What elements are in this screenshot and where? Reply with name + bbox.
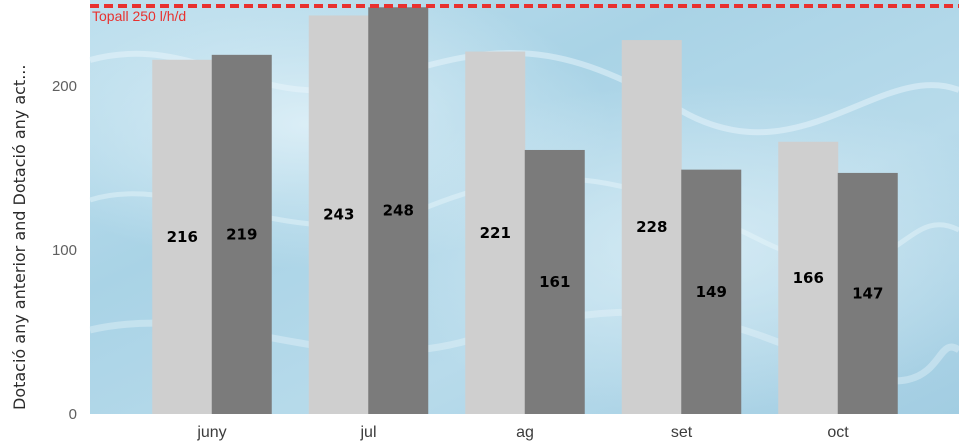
y-tick-label: 0 xyxy=(69,406,77,423)
bar xyxy=(524,149,585,414)
bar xyxy=(211,54,272,415)
data-label: 161 xyxy=(539,273,570,291)
data-label: 149 xyxy=(696,283,727,301)
data-label: 166 xyxy=(793,269,824,287)
bar xyxy=(465,51,526,415)
x-axis: juny jul ag set oct xyxy=(196,424,849,441)
y-axis-title: Dotació any anterior and Dotació any act… xyxy=(10,65,29,410)
bar xyxy=(152,59,213,414)
data-label: 221 xyxy=(480,224,511,242)
bar xyxy=(368,7,429,415)
bar xyxy=(778,141,839,414)
data-label: 248 xyxy=(383,202,414,220)
x-tick-label: oct xyxy=(827,424,849,441)
data-label: 243 xyxy=(323,206,354,224)
reference-line-label: Topall 250 l/h/d xyxy=(92,8,186,24)
data-label: 219 xyxy=(226,225,257,243)
data-labels-group: 216 219 243 248 221 161 228 149 166 147 xyxy=(167,202,884,303)
x-tick-label: jul xyxy=(359,424,376,441)
bar xyxy=(621,40,682,414)
bar xyxy=(681,169,742,414)
bar xyxy=(308,15,369,414)
x-tick-label: set xyxy=(671,424,693,441)
data-label: 216 xyxy=(167,228,198,246)
data-label: 147 xyxy=(852,284,883,302)
y-tick-label: 200 xyxy=(52,78,77,95)
x-tick-label: ag xyxy=(516,424,534,441)
y-axis: 0 100 200 xyxy=(52,78,77,423)
y-tick-label: 100 xyxy=(52,242,77,259)
bar xyxy=(837,172,898,414)
reference-line-group: Topall 250 l/h/d xyxy=(90,4,959,24)
data-label: 228 xyxy=(636,218,667,236)
x-tick-label: juny xyxy=(196,424,226,441)
bars-group xyxy=(152,7,898,415)
